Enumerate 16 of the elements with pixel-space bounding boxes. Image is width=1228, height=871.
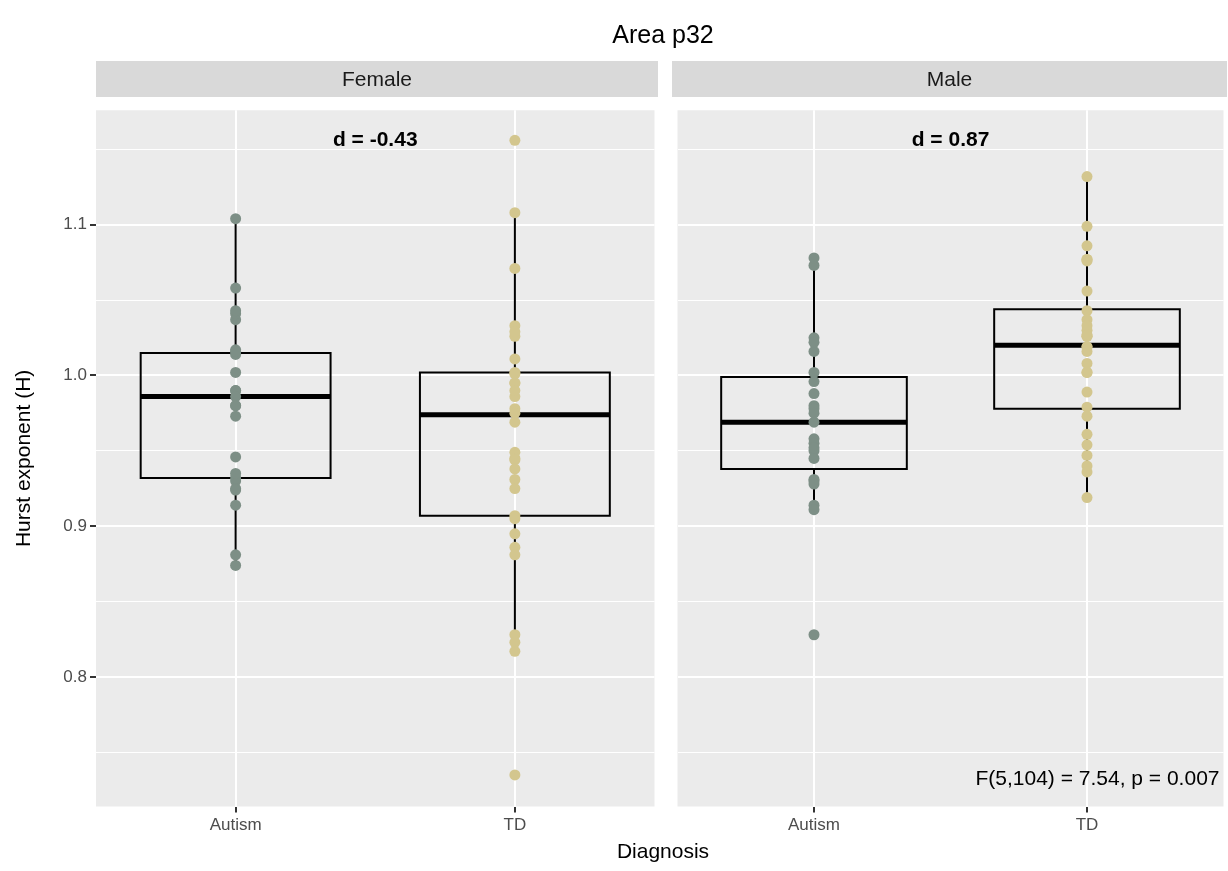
x-tick-label: Autism [209,815,262,835]
annotation: d = -0.43 [332,127,418,150]
y-axis-title: Hurst exponent (H) [11,369,35,548]
annotation: F(5,104) = 7.54, p = 0.007 [975,766,1220,790]
x-tick-label: TD [1075,815,1099,835]
chart-title: Area p32 [612,20,714,49]
x-tick-label: TD [503,815,527,835]
chart-subtitle: Male [672,61,1227,97]
y-tick-label: 0.8 [63,666,87,686]
y-tick-label: 0.9 [63,515,87,535]
annotation: d = 0.87 [911,127,990,150]
y-tick-label: 1.1 [63,214,87,234]
chart-subtitle: Female [96,61,658,97]
x-axis-title: Diagnosis [616,839,710,863]
x-tick-label: Autism [788,815,840,835]
y-tick-label: 1.0 [63,365,87,385]
